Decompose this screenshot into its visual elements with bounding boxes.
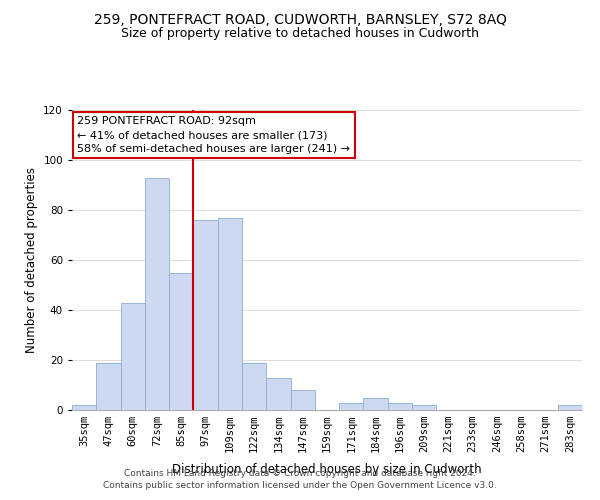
Bar — [290, 390, 315, 410]
Text: Contains HM Land Registry data © Crown copyright and database right 2024.
Contai: Contains HM Land Registry data © Crown c… — [103, 468, 497, 490]
Bar — [242, 362, 266, 410]
Bar — [96, 362, 121, 410]
Bar — [169, 272, 193, 410]
Bar — [412, 405, 436, 410]
Text: Size of property relative to detached houses in Cudworth: Size of property relative to detached ho… — [121, 28, 479, 40]
Bar — [193, 220, 218, 410]
Bar — [388, 402, 412, 410]
Y-axis label: Number of detached properties: Number of detached properties — [25, 167, 38, 353]
Bar — [558, 405, 582, 410]
Bar — [364, 398, 388, 410]
Bar — [266, 378, 290, 410]
X-axis label: Distribution of detached houses by size in Cudworth: Distribution of detached houses by size … — [172, 464, 482, 476]
Text: 259, PONTEFRACT ROAD, CUDWORTH, BARNSLEY, S72 8AQ: 259, PONTEFRACT ROAD, CUDWORTH, BARNSLEY… — [94, 12, 506, 26]
Bar — [145, 178, 169, 410]
Bar — [72, 405, 96, 410]
Text: 259 PONTEFRACT ROAD: 92sqm
← 41% of detached houses are smaller (173)
58% of sem: 259 PONTEFRACT ROAD: 92sqm ← 41% of deta… — [77, 116, 350, 154]
Bar — [339, 402, 364, 410]
Bar — [121, 302, 145, 410]
Bar — [218, 218, 242, 410]
